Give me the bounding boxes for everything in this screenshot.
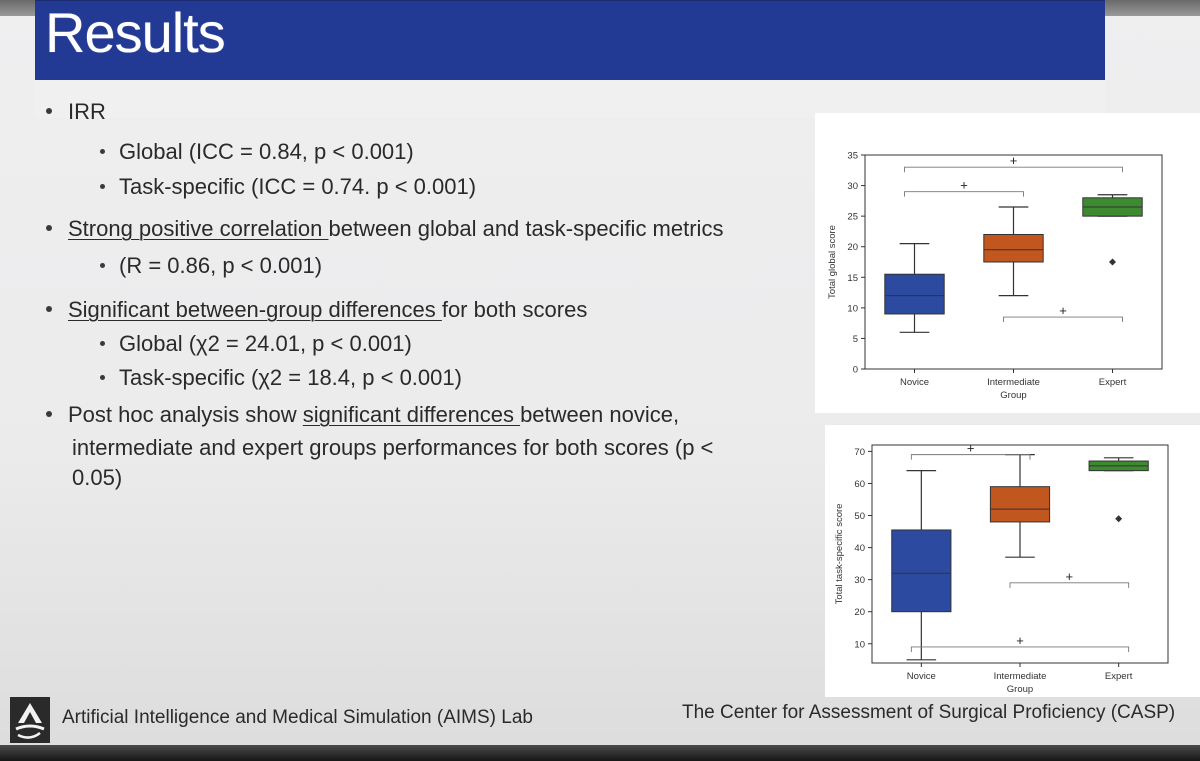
- bracket-line: [910, 646, 1130, 652]
- bullet-posthoc-line3: 0.05): [72, 465, 123, 490]
- y-tick-label: 50: [854, 511, 865, 522]
- x-tick-label: Expert: [1105, 671, 1133, 682]
- bullet-posthoc: Post hoc analysis show significant diffe…: [46, 402, 679, 428]
- y-tick-label: 20: [847, 242, 858, 253]
- significance-marker: +: [1010, 153, 1018, 168]
- bullet-irr-global-text: Global (ICC = 0.84, p < 0.001): [119, 139, 414, 164]
- bracket-line: [904, 166, 1123, 173]
- bracket-line: [904, 191, 1024, 197]
- y-tick-label: 30: [854, 575, 865, 586]
- bullet-correlation: Strong positive correlation between glob…: [46, 216, 723, 242]
- y-tick-label: 20: [854, 607, 865, 618]
- significance-marker: +: [960, 178, 968, 193]
- box-expert: [1088, 457, 1149, 472]
- x-tick-label: Novice: [900, 377, 929, 388]
- bullet-irr-text: IRR: [68, 99, 106, 124]
- bullet-significant: Significant between-group differences fo…: [46, 297, 587, 323]
- y-tick-label: 0: [853, 365, 858, 376]
- y-tick-label: 40: [854, 543, 865, 554]
- bullet-sig-task: Task-specific (χ2 = 18.4, p < 0.001): [100, 365, 462, 391]
- x-tick-label: Intermediate: [994, 671, 1047, 682]
- slide-title: Results: [45, 1, 226, 64]
- aims-lab-logo-icon: [10, 697, 50, 743]
- y-tick-label: 5: [853, 334, 858, 345]
- bullet-dot-icon: [100, 183, 105, 189]
- bullet-posthoc-text-a: Post hoc analysis show: [68, 402, 303, 427]
- significance-bracket: +: [1009, 569, 1130, 588]
- bullet-dot-icon: [46, 306, 52, 313]
- y-tick-label: 10: [854, 639, 865, 650]
- bullet-significant-underlined: Significant between-group differences: [68, 297, 442, 322]
- y-tick-label: 15: [847, 273, 858, 284]
- x-tick-label: Novice: [907, 671, 936, 682]
- x-tick-label: Expert: [1099, 377, 1127, 388]
- bracket-line: [1003, 316, 1123, 323]
- bullet-dot-icon: [100, 262, 105, 268]
- box-iqr: [891, 529, 952, 613]
- significance-marker: +: [1066, 569, 1074, 584]
- bottom-frame: [0, 745, 1200, 761]
- bullet-dot-icon: [46, 108, 52, 115]
- y-tick-label: 10: [847, 303, 858, 314]
- bullet-irr-task-text: Task-specific (ICC = 0.74. p < 0.001): [119, 174, 477, 199]
- bullet-correlation-text: between global and task-specific metrics: [328, 216, 724, 241]
- significance-bracket: +: [1003, 303, 1123, 323]
- bullet-sig-task-text: Task-specific (χ2 = 18.4, p < 0.001): [119, 365, 462, 390]
- bullet-correlation-sub: (R = 0.86, p < 0.001): [100, 253, 322, 279]
- bullet-correlation-underlined: Strong positive correlation: [68, 216, 329, 241]
- bullet-dot-icon: [46, 411, 52, 418]
- bracket-line: [910, 454, 1031, 460]
- significance-bracket: +: [904, 153, 1123, 173]
- bullet-correlation-sub-text: (R = 0.86, p < 0.001): [119, 253, 323, 278]
- x-axis-label: Group: [1000, 390, 1026, 401]
- box-novice: [891, 470, 952, 661]
- box-expert: [1082, 194, 1143, 217]
- y-tick-label: 70: [854, 447, 865, 458]
- box-intermediate: [989, 454, 1051, 558]
- x-tick-label: Intermediate: [987, 377, 1040, 388]
- box-iqr: [884, 273, 945, 315]
- x-axis-label: Group: [1007, 684, 1033, 695]
- outlier-point: [1109, 258, 1116, 266]
- bullet-dot-icon: [100, 374, 105, 380]
- footer-lab-name: Artificial Intelligence and Medical Simu…: [62, 707, 533, 728]
- significance-bracket: +: [910, 441, 1031, 460]
- y-tick-label: 30: [847, 181, 858, 192]
- significance-bracket: +: [904, 178, 1024, 197]
- y-tick-label: 60: [854, 479, 865, 490]
- bullet-irr-global: Global (ICC = 0.84, p < 0.001): [100, 139, 414, 165]
- y-tick-label: 25: [847, 212, 858, 223]
- bullet-posthoc-line2: intermediate and expert groups performan…: [72, 435, 714, 460]
- bullet-posthoc-underlined: significant differences: [302, 402, 521, 427]
- box-intermediate: [983, 206, 1044, 297]
- chart-global-score: 0 5 10 15 20 25 30 35 Novice Intermediate Expert Gr…: [827, 151, 1163, 401]
- chart-task-score-panel: 10 20 30 40 50 60 70 Novice Intermediate Expert Gr…: [825, 425, 1200, 697]
- significance-bracket: +: [910, 633, 1130, 652]
- bracket-line: [1009, 582, 1130, 588]
- significance-marker: +: [1059, 303, 1067, 318]
- bullet-irr-task: Task-specific (ICC = 0.74. p < 0.001): [100, 174, 476, 200]
- box-iqr: [989, 486, 1051, 523]
- box-iqr: [983, 233, 1044, 263]
- y-tick-label: 35: [847, 151, 858, 162]
- bullet-dot-icon: [100, 340, 105, 346]
- title-bar-underlay: [35, 80, 1105, 118]
- chart-global-score-panel: 0 5 10 15 20 25 30 35 Novice Intermediate Expert Gr…: [815, 113, 1200, 413]
- y-axis-label: Total global score: [827, 225, 838, 299]
- significance-marker: +: [1016, 633, 1024, 648]
- bullet-sig-global-text: Global (χ2 = 24.01, p < 0.001): [119, 331, 412, 356]
- chart-task-score: 10 20 30 40 50 60 70 Novice Intermediate Expert Gr…: [834, 441, 1169, 695]
- box-novice: [884, 243, 945, 333]
- outlier-point: [1115, 515, 1123, 523]
- bullet-significant-text: for both scores: [441, 297, 588, 322]
- bullet-sig-global: Global (χ2 = 24.01, p < 0.001): [100, 331, 412, 357]
- bullet-dot-icon: [100, 148, 105, 154]
- bullet-irr: IRR: [46, 99, 106, 125]
- y-axis-label: Total task-specific score: [834, 504, 845, 605]
- bullet-dot-icon: [46, 225, 52, 232]
- significance-marker: +: [967, 441, 975, 456]
- bullet-posthoc-text-b: between novice,: [520, 402, 680, 427]
- footer-center-name: The Center for Assessment of Surgical Pr…: [682, 702, 1176, 723]
